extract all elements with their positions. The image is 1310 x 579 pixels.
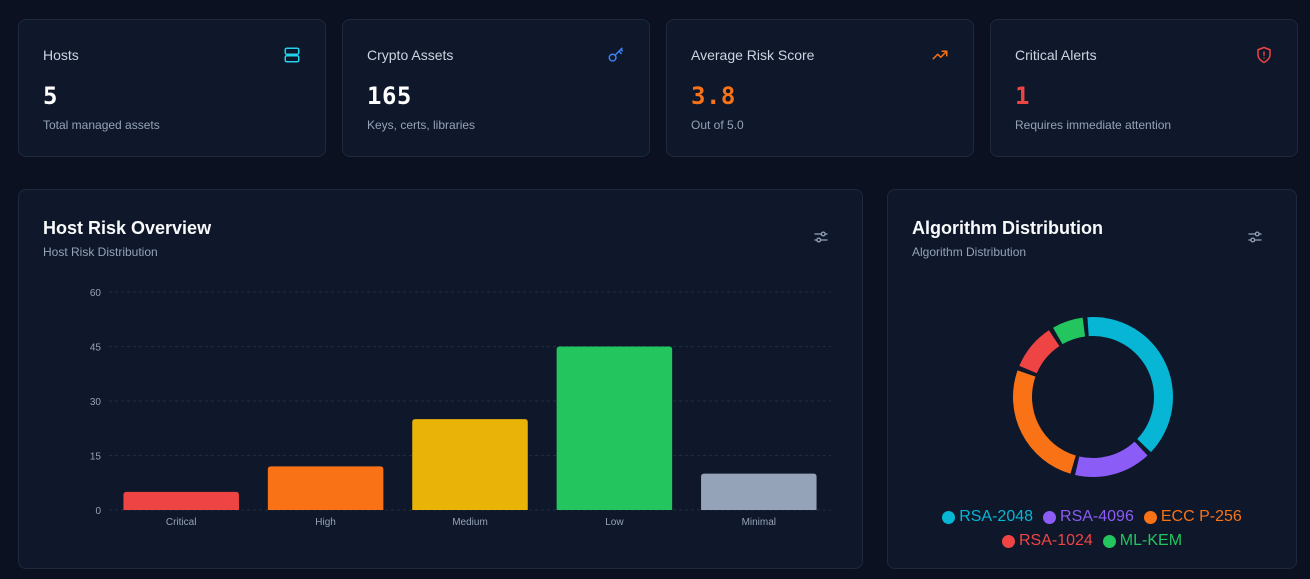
panel-title: Algorithm Distribution (912, 218, 1103, 238)
stat-subtitle: Keys, certs, libraries (367, 118, 476, 132)
stat-card-hosts: Hosts 5 Total managed assets (18, 19, 326, 157)
legend-item[interactable]: ECC P-256 (1143, 508, 1242, 526)
legend-item[interactable]: RSA-4096 (1043, 508, 1134, 526)
x-tick-label: Medium (452, 517, 488, 528)
legend-item[interactable]: RSA-1024 (1001, 532, 1093, 550)
trending-up-icon (932, 50, 948, 60)
bar-low[interactable] (556, 346, 673, 511)
legend-dot (942, 510, 956, 524)
donut-slice-rsa-1024[interactable] (1019, 330, 1060, 374)
donut-slice-rsa-2048[interactable] (1087, 317, 1173, 453)
x-tick-label: High (315, 517, 336, 528)
stat-subtitle: Out of 5.0 (691, 118, 744, 132)
legend-label: RSA-1024 (1018, 532, 1093, 549)
chart-legend: RSA-1024 ML-KEM (888, 532, 1296, 550)
chart-legend: RSA-2048 RSA-4096 ECC P-256 (888, 508, 1296, 526)
donut-slice-ecc-p-256[interactable] (1013, 370, 1076, 474)
x-tick-label: Minimal (742, 517, 776, 528)
legend-label: RSA-2048 (959, 508, 1034, 525)
key-icon (608, 47, 624, 62)
stat-title: Average Risk Score (691, 47, 815, 63)
stat-value: 1 (1015, 82, 1030, 110)
filter-settings-icon[interactable] (1246, 228, 1264, 246)
stat-card-crypto-assets: Crypto Assets 165 Keys, certs, libraries (342, 19, 650, 157)
stat-title: Critical Alerts (1015, 47, 1097, 63)
y-tick-label: 30 (90, 397, 102, 408)
bar-critical[interactable] (123, 491, 239, 510)
legend-label: RSA-4096 (1060, 508, 1134, 525)
legend-item[interactable]: RSA-2048 (942, 508, 1033, 526)
panel-subtitle: Algorithm Distribution (912, 245, 1027, 259)
y-tick-label: 45 (90, 343, 102, 354)
shield-alert-icon (1257, 46, 1271, 64)
panel-title: Host Risk Overview (43, 218, 212, 238)
algorithm-donut-chart (1013, 317, 1173, 477)
stat-subtitle: Requires immediate attention (1015, 118, 1172, 132)
legend-dot (1043, 510, 1057, 524)
y-tick-label: 0 (95, 506, 101, 517)
legend-label: ECC P-256 (1160, 508, 1242, 525)
stat-value: 5 (43, 82, 58, 110)
stat-title: Crypto Assets (367, 47, 454, 63)
stat-card-average-risk: Average Risk Score 3.8 Out of 5.0 (666, 19, 974, 157)
legend-dot (1102, 534, 1116, 548)
x-tick-label: Critical (166, 517, 197, 528)
donut-slice-rsa-4096[interactable] (1075, 441, 1148, 477)
donut-slice-ml-kem[interactable] (1053, 317, 1086, 345)
server-icon (284, 47, 300, 63)
stat-value: 165 (367, 82, 412, 110)
stat-card-critical-alerts: Critical Alerts 1 Requires immediate att… (990, 19, 1298, 157)
host-risk-panel: Host Risk Overview Host Risk Distributio… (18, 189, 863, 569)
y-tick-label: 60 (90, 288, 102, 299)
filter-settings-icon[interactable] (812, 228, 830, 246)
bar-minimal[interactable] (701, 473, 817, 510)
algorithm-panel: Algorithm Distribution Algorithm Distrib… (887, 189, 1297, 569)
legend-dot (1143, 510, 1157, 524)
x-tick-label: Low (605, 517, 624, 528)
stat-value: 3.8 (691, 82, 736, 110)
bar-high[interactable] (267, 466, 384, 510)
legend-item[interactable]: ML-KEM (1102, 532, 1183, 550)
bar-medium[interactable] (412, 419, 528, 510)
legend-dot (1001, 534, 1015, 548)
host-risk-bar-chart: 0 15 30 45 60 Critical High Medium Low Minimal (90, 288, 831, 528)
y-tick-label: 15 (90, 452, 102, 463)
stat-subtitle: Total managed assets (43, 118, 160, 132)
panel-subtitle: Host Risk Distribution (43, 245, 158, 259)
stat-title: Hosts (43, 47, 79, 63)
legend-label: ML-KEM (1119, 532, 1183, 549)
